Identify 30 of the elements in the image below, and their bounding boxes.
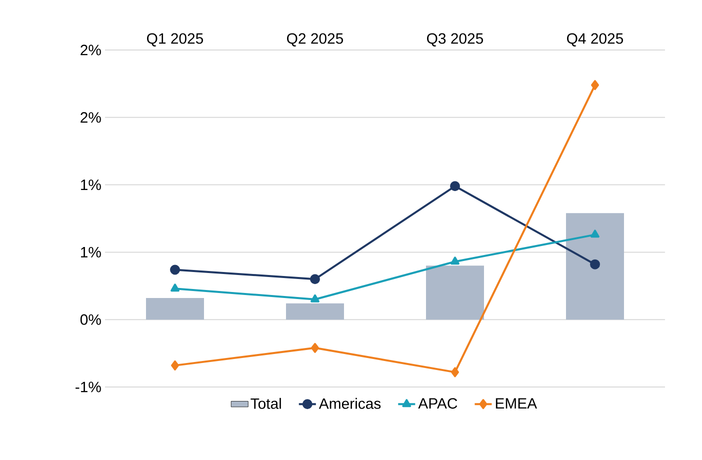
point: [590, 259, 600, 270]
y-tick-label: 1%: [81, 246, 101, 258]
y-tick-label: 0%: [80, 314, 101, 325]
legend-label: Americas: [318, 398, 381, 409]
y-tick-label: 1%: [81, 180, 101, 190]
point: [591, 80, 599, 90]
legend-label: Total: [250, 398, 281, 409]
bar: [426, 266, 484, 320]
point: [310, 274, 320, 284]
legend-label: EMEA: [496, 398, 538, 408]
legend-label: APAC: [418, 398, 458, 409]
bar: [286, 303, 344, 320]
point: [170, 264, 180, 275]
y-tick-label: -1%: [76, 382, 101, 392]
point: [310, 294, 320, 302]
bar: [566, 213, 624, 320]
x-tick-label: Q4 2025: [567, 33, 624, 46]
point: [170, 284, 180, 292]
x-tick-label: Q3 2025: [427, 33, 484, 46]
point: [450, 181, 460, 192]
point: [171, 360, 179, 370]
point: [451, 367, 459, 378]
y-tick-label: 2%: [80, 44, 101, 56]
x-tick-label: Q1 2025: [147, 33, 204, 46]
x-tick-label: Q2 2025: [287, 33, 344, 46]
point: [450, 256, 460, 265]
point: [590, 230, 600, 238]
y-tick-label: 2%: [80, 112, 101, 123]
point: [311, 342, 319, 353]
bar: [146, 298, 204, 320]
